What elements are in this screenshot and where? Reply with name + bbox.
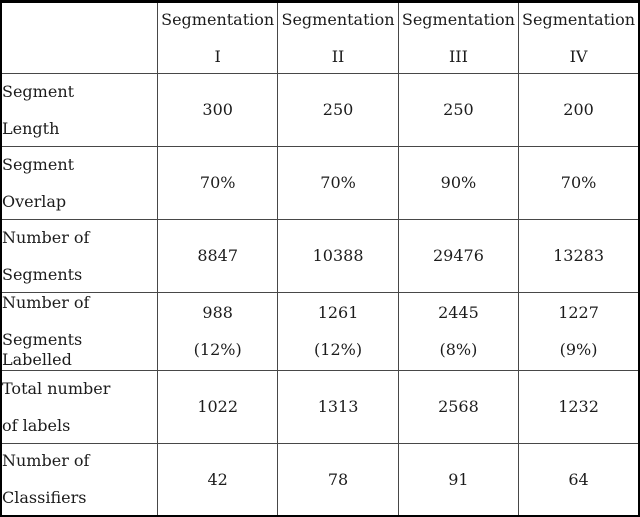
row-label-line2: of labels (2, 415, 71, 435)
header-row: Segmentation I Segmentation II Segmentat… (0, 1, 640, 74)
row-label: Segment Length (0, 73, 158, 147)
cell-value-text: 2445 (438, 303, 479, 322)
row-segment-overlap: Segment Overlap 70% 70% 90% 70% (0, 146, 640, 220)
cell-value: 300 (156, 73, 279, 147)
cell-value-text: 300 (202, 100, 233, 119)
cell-value: 42 (156, 443, 279, 517)
cell-value-text: 70% (320, 173, 356, 192)
column-header-numeral: IV (569, 46, 588, 66)
row-total-number-of-labels: Total number of labels 1022 1313 2568 12… (0, 370, 640, 444)
cell-value-text: 200 (563, 100, 594, 119)
cell-value-text: 1022 (197, 397, 239, 416)
cell-value: 250 (397, 73, 520, 147)
column-header-title: Segmentation (281, 9, 395, 29)
cell-value-text: 78 (327, 469, 349, 489)
row-label-line2: Segments Labelled (2, 330, 83, 369)
column-header-segmentation-4: Segmentation IV (518, 1, 640, 74)
cell-value: 90% (397, 146, 520, 220)
row-label-line1: Number of (2, 451, 90, 470)
cell-value: 13283 (518, 219, 640, 293)
cell-value: 91 (397, 443, 520, 517)
cell-value: 1261 (12%) (277, 292, 399, 371)
cell-value: 1227 (9%) (518, 292, 640, 371)
cell-value-text: 90% (440, 173, 477, 192)
cell-value: 10388 (277, 219, 399, 293)
cell-value: 1313 (277, 370, 399, 444)
column-header-segmentation-1: Segmentation I (156, 1, 279, 74)
cell-value-text: 64 (568, 469, 589, 489)
row-label-line2: Length (2, 118, 60, 138)
row-label-line1: Number of (2, 227, 90, 247)
cell-value: 200 (518, 73, 640, 147)
cell-value: 2568 (397, 370, 520, 444)
cell-value-text: 13283 (553, 246, 604, 265)
column-header-title: Segmentation (401, 9, 515, 29)
row-label: Number of Segments (0, 219, 158, 293)
row-number-of-segments-labelled: Number of Segments Labelled 988 (12%) 12… (0, 292, 640, 371)
cell-value: 70% (277, 146, 399, 220)
cell-value-percent: (8%) (439, 340, 478, 359)
cell-value: 70% (518, 146, 640, 220)
cell-value-percent: (12%) (193, 340, 242, 359)
cell-value-text: 70% (199, 173, 236, 192)
cell-value: 8847 (156, 219, 279, 293)
cell-value-text: 42 (207, 469, 228, 489)
cell-value-text: 1261 (317, 303, 359, 322)
row-label-line1: Total number (2, 378, 111, 398)
cell-value-text: 1227 (558, 303, 599, 322)
cell-value-text: 1313 (317, 397, 359, 416)
row-label-line2: Overlap (2, 191, 67, 211)
cell-value-text: 250 (443, 100, 474, 119)
row-label-line1: Number of (2, 293, 90, 312)
cell-value-text: 1232 (558, 397, 599, 416)
row-label-line1: Segment (2, 154, 75, 174)
cell-value-text: 91 (448, 469, 469, 489)
column-header-numeral: II (331, 46, 345, 66)
cell-value-text: 2568 (438, 397, 479, 416)
column-header-numeral: I (214, 46, 221, 66)
cell-value: 2445 (8%) (397, 292, 520, 371)
column-header-segmentation-3: Segmentation III (397, 1, 520, 74)
cell-value: 250 (277, 73, 399, 147)
row-number-of-segments: Number of Segments 8847 10388 29476 1328… (0, 219, 640, 293)
row-label: Segment Overlap (0, 146, 158, 220)
cell-value-text: 8847 (197, 246, 239, 265)
cell-value-percent: (9%) (559, 340, 598, 359)
column-header-title: Segmentation (161, 9, 275, 29)
cell-value-text: 29476 (432, 246, 484, 265)
column-header-title: Segmentation (522, 9, 636, 29)
row-number-of-classifiers: Number of Classifiers 42 78 91 64 (0, 443, 640, 517)
cell-value-text: 10388 (312, 246, 364, 265)
row-label-line1: Segment (2, 81, 75, 101)
cell-value: 988 (12%) (156, 292, 279, 371)
cell-value: 1022 (156, 370, 279, 444)
cell-value-text: 70% (560, 173, 597, 192)
row-label-line2: Classifiers (2, 488, 87, 507)
cell-value: 29476 (397, 219, 520, 293)
cell-value-percent: (12%) (314, 340, 363, 359)
column-header-numeral: III (448, 46, 468, 66)
corner-cell (0, 1, 158, 74)
row-label: Number of Segments Labelled (0, 292, 158, 371)
row-label: Number of Classifiers (0, 443, 158, 517)
column-header-segmentation-2: Segmentation II (277, 1, 399, 74)
cell-value-text: 988 (202, 303, 233, 322)
row-label-line2: Segments (2, 264, 83, 284)
cell-value: 78 (277, 443, 399, 517)
cell-value: 70% (156, 146, 279, 220)
row-label: Total number of labels (0, 370, 158, 444)
cell-value-text: 250 (322, 100, 354, 119)
cell-value: 64 (518, 443, 640, 517)
cell-value: 1232 (518, 370, 640, 444)
row-segment-length: Segment Length 300 250 250 200 (0, 73, 640, 147)
